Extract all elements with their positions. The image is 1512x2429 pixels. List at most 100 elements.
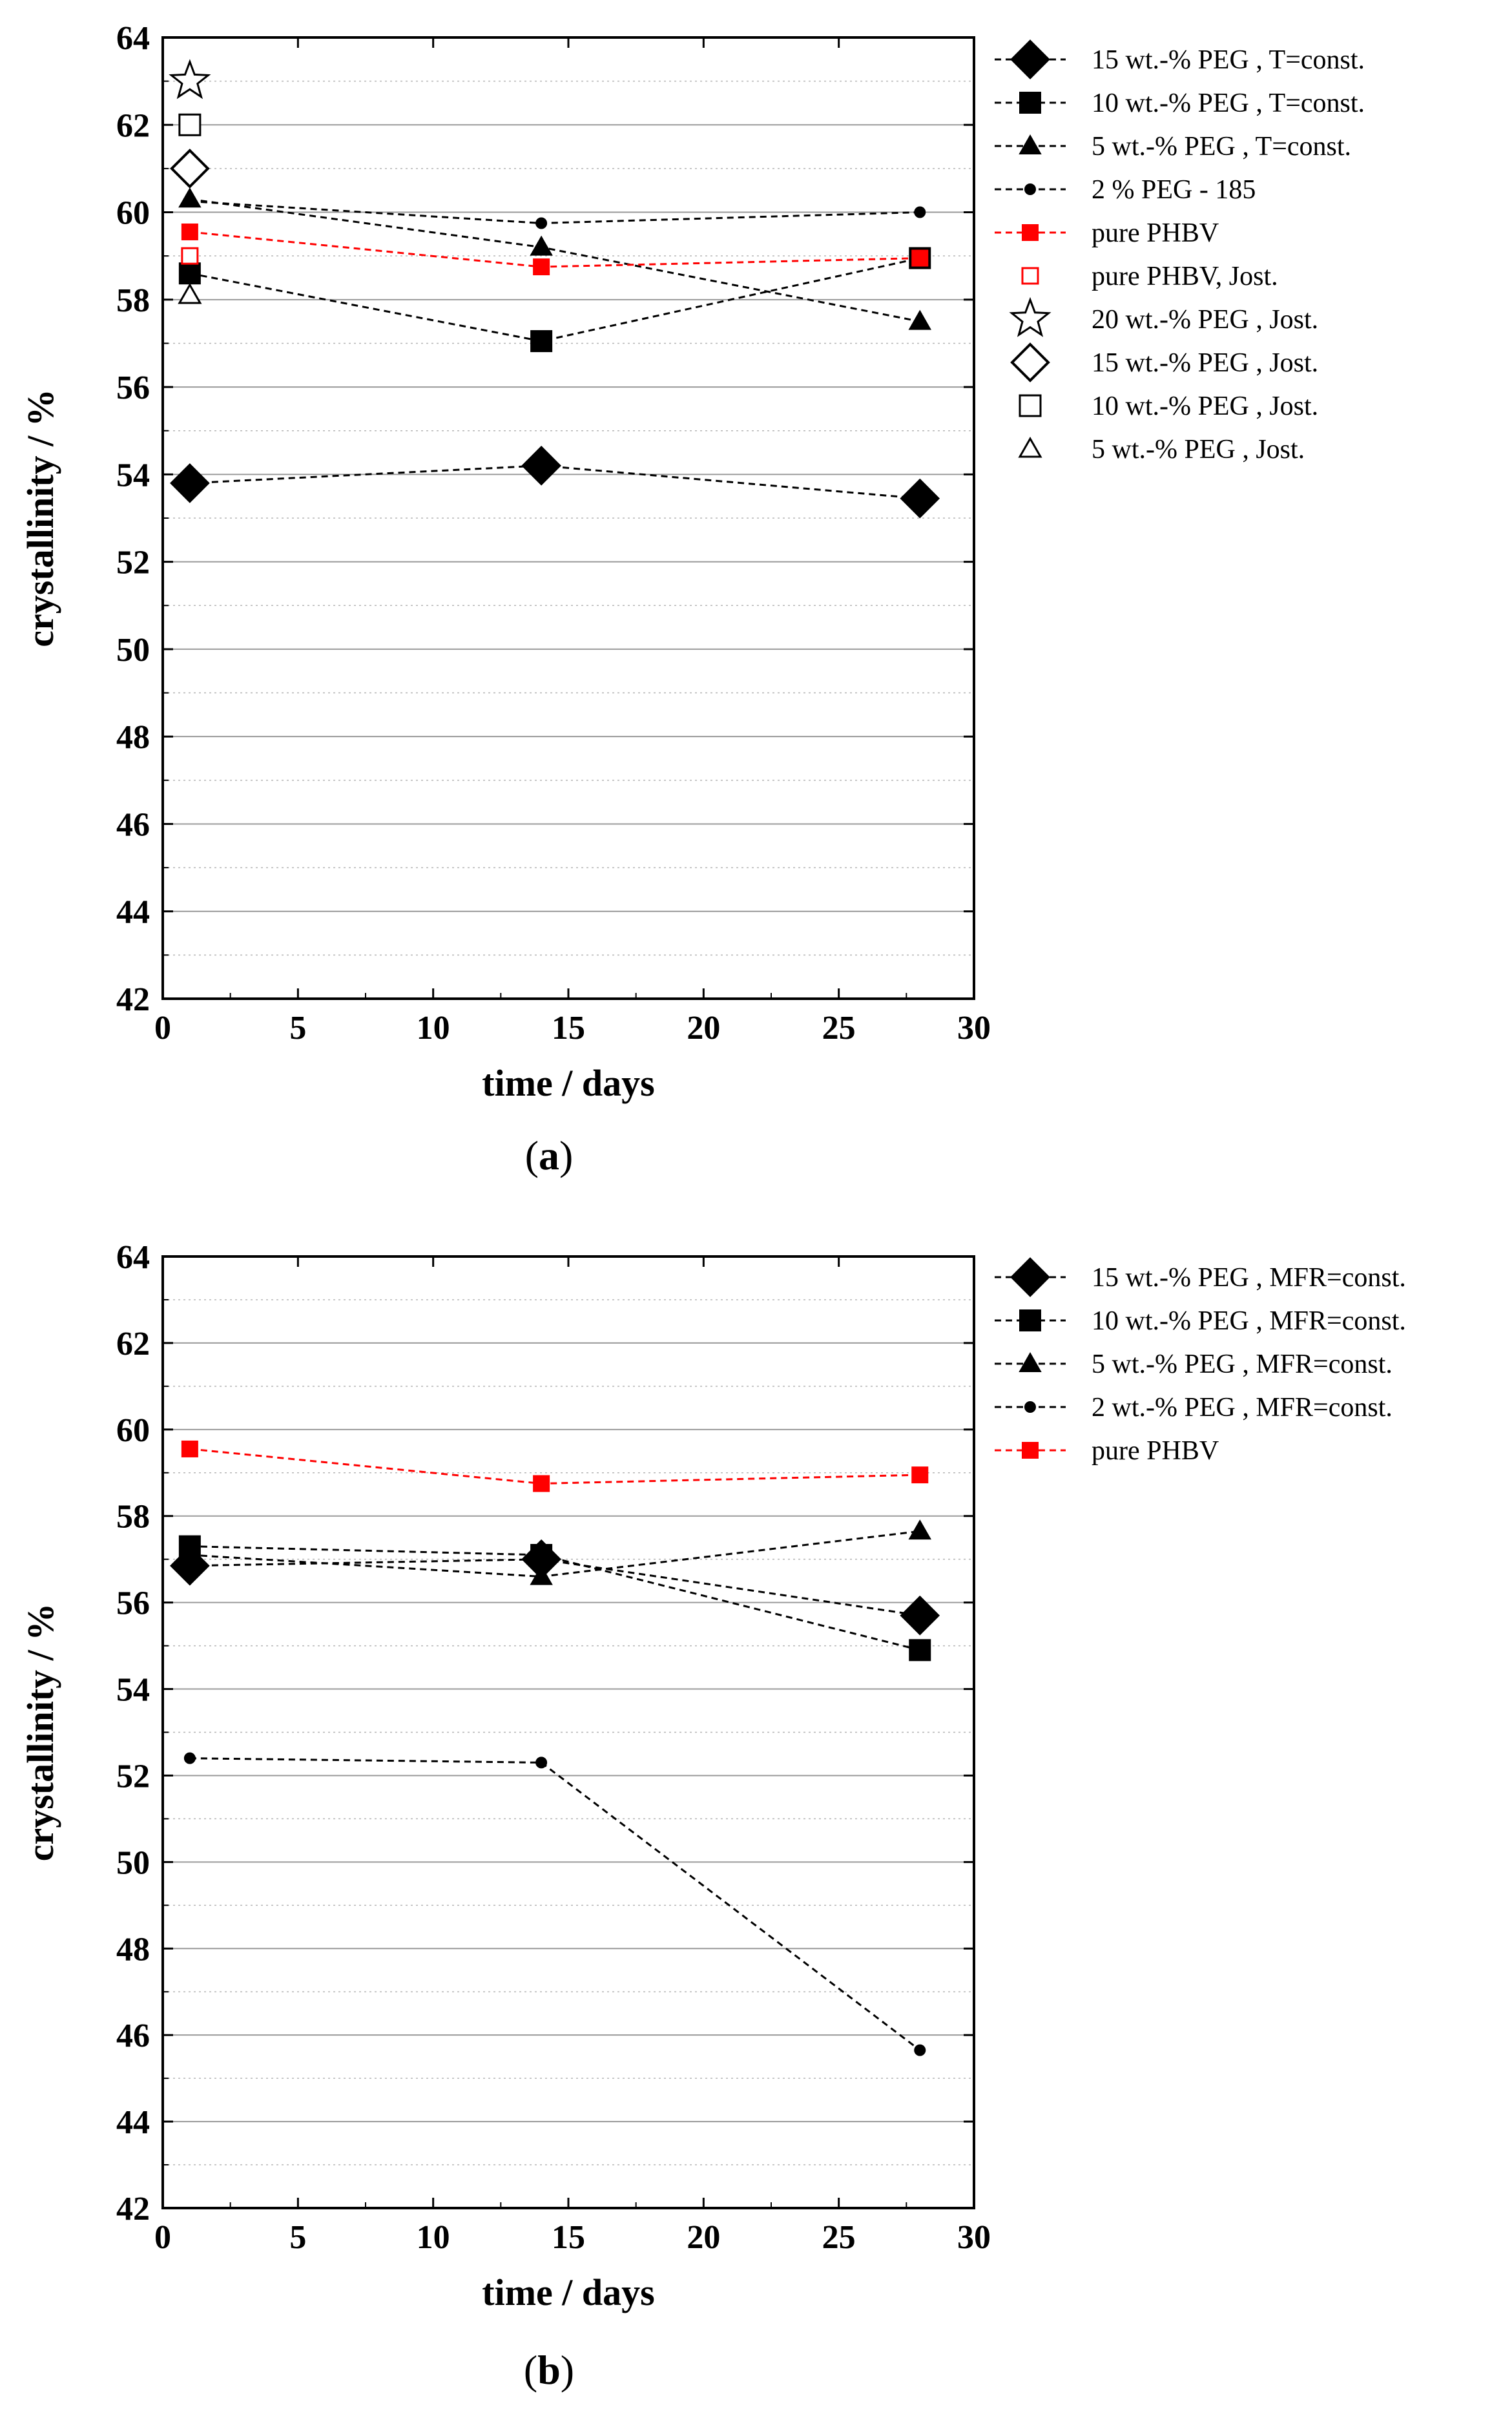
legend-label: pure PHBV, Jost. bbox=[1092, 262, 1278, 291]
legend-marker bbox=[1010, 39, 1050, 79]
legend-label: 10 wt.-% PEG , Jost. bbox=[1092, 391, 1318, 421]
x-axis-label: time / days bbox=[482, 1062, 654, 1104]
data-point bbox=[911, 1466, 929, 1484]
legend-label: 5 wt.-% PEG , Jost. bbox=[1092, 435, 1305, 464]
x-tick-label: 20 bbox=[687, 2219, 720, 2256]
legend-label: 15 wt.-% PEG , MFR=const. bbox=[1092, 1263, 1406, 1293]
legend-label: 10 wt.-% PEG , T=const. bbox=[1092, 89, 1365, 118]
legend-marker bbox=[1019, 92, 1041, 114]
x-tick-label: 0 bbox=[154, 1010, 171, 1047]
data-point bbox=[911, 249, 929, 267]
data-point bbox=[914, 2044, 926, 2056]
y-tick-label: 52 bbox=[116, 545, 150, 581]
legend-label: 10 wt.-% PEG , MFR=const. bbox=[1092, 1306, 1406, 1336]
x-tick-label: 15 bbox=[552, 2219, 585, 2256]
x-tick-label: 5 bbox=[289, 1010, 306, 1047]
panel-letter: b bbox=[537, 2347, 561, 2393]
x-tick-label: 30 bbox=[957, 1010, 991, 1047]
legend-label: pure PHBV bbox=[1092, 218, 1219, 248]
x-tick-label: 10 bbox=[417, 2219, 450, 2256]
series-line-3 bbox=[189, 1757, 921, 2051]
y-tick-label: 42 bbox=[116, 2191, 150, 2227]
y-tick-label: 64 bbox=[116, 20, 150, 57]
y-tick-label: 46 bbox=[116, 2017, 150, 2054]
data-point bbox=[908, 1519, 931, 1540]
data-point bbox=[181, 247, 199, 265]
series-line-2 bbox=[189, 198, 920, 323]
y-axis-label: crystallinity / % bbox=[19, 1603, 61, 1862]
data-point bbox=[178, 283, 202, 304]
legend-marker bbox=[1019, 1351, 1042, 1372]
legend-label: 15 wt.-% PEG , Jost. bbox=[1092, 348, 1318, 378]
y-tick-label: 54 bbox=[116, 457, 150, 494]
data-point bbox=[181, 223, 198, 240]
legend-label: 5 wt.-% PEG , MFR=const. bbox=[1092, 1350, 1393, 1379]
series-line-4 bbox=[189, 1448, 920, 1485]
data-point bbox=[521, 446, 561, 486]
y-tick-label: 54 bbox=[116, 1672, 150, 1709]
plot-frame bbox=[161, 1255, 975, 2209]
data-point bbox=[178, 262, 201, 285]
data-point bbox=[169, 59, 211, 99]
panel-label: (a) bbox=[525, 1132, 574, 1178]
x-tick-label: 5 bbox=[289, 2219, 306, 2256]
data-point bbox=[178, 1543, 202, 1563]
y-tick-label: 62 bbox=[116, 1326, 150, 1362]
y-tick-label: 58 bbox=[116, 1499, 150, 1536]
legend-marker bbox=[1010, 1257, 1050, 1297]
data-point bbox=[535, 217, 548, 229]
series-line-1 bbox=[189, 257, 920, 342]
y-axis-label: crystallinity / % bbox=[19, 389, 61, 647]
x-tick-label: 25 bbox=[822, 2219, 856, 2256]
legend-marker bbox=[1019, 1309, 1041, 1331]
data-point bbox=[535, 1757, 548, 1769]
y-tick-label: 50 bbox=[116, 1844, 150, 1881]
legend-marker bbox=[1010, 342, 1050, 382]
legend-label: pure PHBV bbox=[1092, 1436, 1219, 1466]
chart-panel-a: 42 44 46 48 50 52 54 56 58 60 62 64 0 5 10 15 20 25 30 time… bbox=[19, 20, 1365, 1178]
y-tick-label: 44 bbox=[116, 894, 150, 931]
legend-label: 5 wt.-% PEG , T=const. bbox=[1092, 132, 1351, 162]
y-tick-label: 50 bbox=[116, 632, 150, 669]
x-tick-label: 20 bbox=[687, 1010, 720, 1047]
legend-marker bbox=[1022, 1442, 1039, 1459]
legend-marker bbox=[1024, 183, 1036, 195]
legend-marker bbox=[1024, 1401, 1036, 1413]
data-point bbox=[181, 1440, 198, 1457]
legend-label: 2 % PEG - 185 bbox=[1092, 175, 1256, 205]
data-point bbox=[908, 309, 931, 330]
data-point bbox=[533, 1475, 550, 1492]
y-tick-label: 62 bbox=[116, 107, 150, 144]
data-point bbox=[530, 1543, 553, 1566]
legend-marker bbox=[1009, 297, 1051, 337]
data-point bbox=[909, 1639, 931, 1662]
panel-letter: a bbox=[539, 1132, 559, 1178]
legend-label: 15 wt.-% PEG , T=const. bbox=[1092, 45, 1365, 75]
data-point bbox=[530, 235, 553, 256]
x-axis-label: time / days bbox=[482, 2271, 654, 2313]
y-tick-label: 48 bbox=[116, 719, 150, 756]
x-tick-label: 25 bbox=[822, 1010, 856, 1047]
y-tick-label: 56 bbox=[116, 370, 150, 406]
legend-marker bbox=[1021, 267, 1039, 285]
legend-marker bbox=[1019, 394, 1042, 417]
y-tick-label: 44 bbox=[116, 2104, 150, 2141]
data-point bbox=[533, 258, 550, 276]
x-tick-label: 30 bbox=[957, 2219, 991, 2256]
plot-frame bbox=[161, 36, 975, 1000]
y-tick-label: 52 bbox=[116, 1758, 150, 1795]
legend-marker bbox=[1018, 436, 1042, 458]
data-point bbox=[170, 149, 210, 189]
data-point bbox=[530, 1565, 553, 1585]
y-tick-label: 46 bbox=[116, 806, 150, 843]
data-point bbox=[170, 463, 210, 503]
y-tick-label: 64 bbox=[116, 1239, 150, 1276]
x-tick-label: 15 bbox=[552, 1010, 585, 1047]
data-point bbox=[900, 478, 940, 519]
y-tick-label: 58 bbox=[116, 282, 150, 319]
data-point bbox=[530, 330, 553, 353]
panel-label: (b) bbox=[524, 2347, 574, 2393]
legend-label: 2 wt.-% PEG , MFR=const. bbox=[1092, 1393, 1393, 1423]
y-tick-label: 48 bbox=[116, 1931, 150, 1968]
